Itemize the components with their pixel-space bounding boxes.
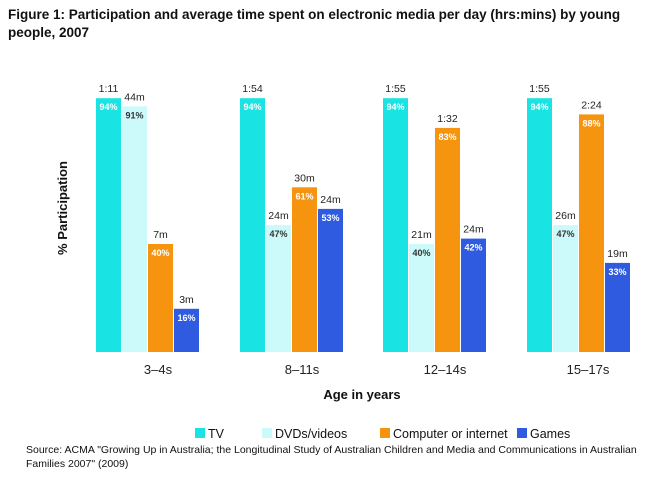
bar-3-0 xyxy=(174,308,199,352)
bar-2-2 xyxy=(435,127,460,353)
bar-0-1 xyxy=(240,98,265,352)
legend-label: Games xyxy=(530,427,570,441)
bar-1-1 xyxy=(266,225,291,352)
time-label: 24m xyxy=(268,210,289,222)
bar-value-label: 40% xyxy=(412,248,430,258)
legend-label: Computer or internet xyxy=(393,427,508,441)
bar-value-label: 94% xyxy=(243,102,261,112)
bar-value-label: 94% xyxy=(99,102,117,112)
time-label: 19m xyxy=(607,248,628,260)
legend: TV DVDs/videos Computer or internet Games xyxy=(195,427,570,441)
bar-3-2 xyxy=(461,238,486,352)
time-label: 44m xyxy=(124,91,145,103)
bar-value-label: 42% xyxy=(464,243,482,253)
time-label: 30m xyxy=(294,172,315,184)
x-tick-label: 3–4s xyxy=(144,362,173,377)
bar-2-1 xyxy=(292,187,317,352)
legend-swatch xyxy=(195,428,205,438)
legend-swatch xyxy=(262,428,272,438)
bar-1-3 xyxy=(553,225,578,352)
bar-0-3 xyxy=(527,98,552,352)
x-tick-label: 8–11s xyxy=(285,362,320,377)
x-tick-label: 12–14s xyxy=(424,362,467,377)
time-label: 21m xyxy=(411,229,432,241)
time-label: 1:55 xyxy=(385,83,406,95)
bar-2-3 xyxy=(579,114,604,353)
time-label: 2:24 xyxy=(581,99,602,111)
time-label: 3m xyxy=(179,294,194,306)
legend-label: DVDs/videos xyxy=(275,427,347,441)
bar-2-0 xyxy=(148,244,173,352)
bar-value-label: 53% xyxy=(321,213,339,223)
time-label: 1:54 xyxy=(242,83,263,95)
source-note: Source: ACMA "Growing Up in Australia; t… xyxy=(26,444,637,470)
x-axis-label: Age in years xyxy=(323,387,400,402)
time-label: 1:32 xyxy=(437,113,458,125)
bar-value-label: 94% xyxy=(530,102,548,112)
legend-swatch xyxy=(380,428,390,438)
bar-0-0 xyxy=(96,98,121,352)
time-label: 7m xyxy=(153,229,168,241)
bar-value-label: 40% xyxy=(151,248,169,258)
bar-value-label: 33% xyxy=(608,267,626,277)
bar-value-label: 94% xyxy=(386,102,404,112)
bar-value-label: 83% xyxy=(438,132,456,142)
bar-value-label: 88% xyxy=(582,118,600,128)
bar-value-label: 61% xyxy=(295,191,313,201)
bar-value-label: 91% xyxy=(125,110,143,120)
chart-title: Figure 1: Participation and average time… xyxy=(8,7,621,40)
legend-label: TV xyxy=(208,427,225,441)
time-label: 24m xyxy=(463,224,484,236)
y-axis-label: % Participation xyxy=(55,161,70,255)
bar-0-2 xyxy=(383,98,408,352)
time-label: 1:11 xyxy=(99,83,119,95)
bar-1-0 xyxy=(122,106,147,352)
legend-swatch xyxy=(517,428,527,438)
bar-3-3 xyxy=(605,262,630,352)
time-label: 24m xyxy=(320,194,341,206)
time-label: 26m xyxy=(555,210,576,222)
bar-value-label: 47% xyxy=(556,229,574,239)
bar-1-2 xyxy=(409,244,434,352)
x-tick-label: 15–17s xyxy=(567,362,610,377)
bar-3-1 xyxy=(318,208,343,352)
bar-value-label: 16% xyxy=(177,313,195,323)
bar-value-label: 47% xyxy=(269,229,287,239)
time-label: 1:55 xyxy=(529,83,550,95)
